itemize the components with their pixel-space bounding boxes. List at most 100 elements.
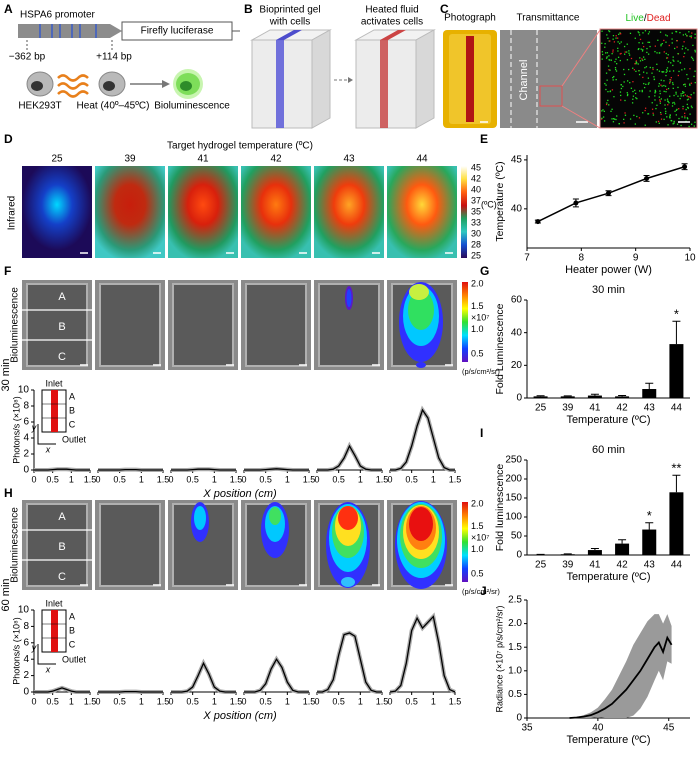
y-tick-label: 40 [511, 327, 523, 338]
cell-dot [671, 38, 673, 40]
cell-dot [672, 87, 674, 90]
x-tick-label: 0.5 [46, 696, 59, 706]
profile-line [244, 468, 309, 471]
x-tick-label: 0 [95, 474, 100, 484]
x-tick-label: 1 [69, 696, 74, 706]
cell-dot [626, 59, 629, 61]
x-tick-label: 1.5 [84, 696, 97, 706]
x-tick-label: 9 [633, 253, 639, 264]
colorbar-unit: (p/s/cm²/sr) [462, 367, 500, 376]
cell-dot [631, 102, 634, 104]
cell-dot [628, 50, 630, 52]
cell-dot [608, 69, 610, 71]
cell-dot [679, 97, 681, 100]
x-tick-label: 1.5 [449, 696, 462, 706]
x-tick-label: 25 [535, 560, 547, 571]
x-tick-label: 0.5 [186, 696, 199, 706]
live-dead-image [599, 28, 698, 129]
cell-dot [630, 57, 633, 60]
panel-label: A [4, 2, 13, 16]
cell-dot [652, 68, 654, 71]
y-axis-label: Photons/s (×10⁸) [11, 396, 21, 464]
profile-line [171, 661, 236, 693]
cell-dot [638, 42, 640, 44]
x-tick-label: 1.5 [157, 474, 170, 484]
data-point [606, 190, 611, 196]
cell-dot [638, 34, 641, 36]
cell-dot [608, 104, 610, 106]
cell-dot [689, 113, 691, 115]
error-bar [590, 393, 599, 396]
x-tick-label: 1.5 [230, 474, 243, 484]
cell-dot [654, 90, 657, 93]
x-tick-label: 0 [241, 474, 246, 484]
cell-dot [679, 31, 681, 34]
cell-dot [690, 123, 693, 125]
cell-dot [659, 111, 662, 114]
region-label: A [58, 511, 66, 523]
cell-dot [677, 86, 679, 89]
x-tick-label: 10 [684, 253, 696, 264]
cell-dot [612, 118, 615, 120]
profile-spread [390, 405, 455, 472]
profile-line [389, 615, 456, 693]
y-tick-label: 0 [23, 465, 29, 476]
region-label: B [58, 321, 65, 333]
cell-dot [658, 96, 661, 98]
chart-title: 30 min [592, 284, 625, 296]
cell-dot [665, 110, 667, 113]
cell-dot [611, 118, 613, 120]
cell-dot [659, 31, 662, 33]
cell-dot [683, 41, 685, 43]
cell-dot [682, 45, 684, 47]
x-tick-label: 0 [314, 474, 319, 484]
gene-label: Firefly luciferase [141, 26, 214, 37]
cell-dot [612, 121, 615, 123]
cell-dot [672, 70, 675, 72]
cell-dot [690, 35, 693, 37]
gel-right [354, 29, 436, 129]
cell-dot [638, 117, 641, 119]
cell-dot [687, 96, 690, 98]
y-tick-label: 10 [18, 605, 30, 616]
cell-dot [676, 40, 678, 42]
colorbar-label: 40 [471, 184, 481, 194]
cell-dot [642, 59, 644, 61]
cell-dot [606, 52, 609, 54]
cell-dot [623, 45, 626, 48]
x-tick-label: 0.5 [113, 474, 126, 484]
cell-dot [646, 72, 648, 74]
cell-dot [665, 41, 667, 43]
cell-dot [610, 110, 612, 112]
region-label: B [58, 541, 65, 553]
cell-dot [641, 50, 644, 52]
colorbar [462, 502, 468, 582]
cell-dot [658, 82, 661, 85]
y-axis-label: Fold Luminescence [494, 303, 506, 394]
d-title: Target hydrogel temperature (ºC) [167, 141, 313, 152]
inset-axes [37, 424, 56, 445]
cell-dot [686, 103, 688, 106]
temperature-label: 25 [51, 154, 63, 165]
profile-line [317, 444, 382, 471]
error-bar [645, 382, 654, 390]
cell-dot [614, 68, 617, 71]
cell-dot [670, 76, 672, 79]
cell-dot [675, 114, 678, 116]
cell-dot [605, 84, 607, 86]
y-tick-label: 1.5 [508, 642, 522, 653]
downstream-label: +114 bp [96, 52, 132, 63]
cell-dot [634, 63, 636, 65]
cell-dot [660, 98, 663, 100]
profile-line [244, 657, 309, 693]
x-axis-label: X position (cm) [202, 488, 277, 500]
cell-dot [690, 36, 692, 39]
cell-dot [623, 73, 626, 76]
y-axis-label: Photons/s (×10⁸) [11, 617, 21, 685]
x-tick-label: 1 [212, 696, 217, 706]
panel-label: D [4, 132, 13, 146]
x-tick-label: 39 [562, 560, 574, 571]
x-tick-label: 1.5 [303, 696, 316, 706]
live-label: Live [625, 13, 644, 24]
cell-dot [665, 34, 667, 36]
